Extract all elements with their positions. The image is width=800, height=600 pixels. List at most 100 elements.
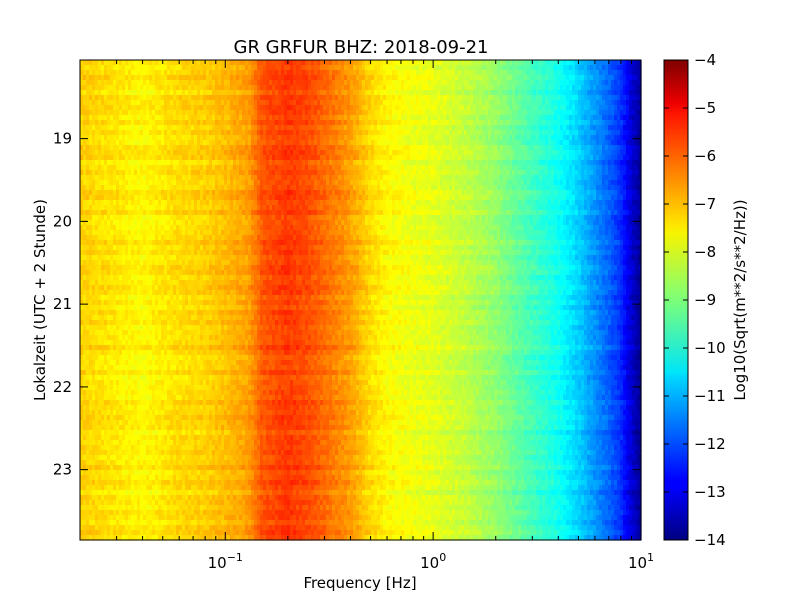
- heatmap-cell: [209, 100, 213, 106]
- heatmap-cell: [320, 65, 324, 71]
- heatmap-cell: [122, 85, 126, 91]
- heatmap-cell: [464, 60, 468, 66]
- heatmap-cell: [305, 95, 309, 101]
- heatmap-cell: [170, 80, 174, 86]
- heatmap-cell: [149, 90, 153, 96]
- heatmap-cell: [449, 115, 453, 121]
- heatmap-cell: [566, 95, 570, 101]
- heatmap-cell: [290, 85, 294, 91]
- heatmap-cell: [257, 120, 261, 126]
- heatmap-cell: [131, 95, 135, 101]
- heatmap-cell: [452, 70, 456, 76]
- heatmap-cell: [179, 125, 183, 131]
- heatmap-cell: [569, 100, 573, 106]
- heatmap-cell: [500, 65, 504, 71]
- heatmap-cell: [308, 100, 312, 106]
- heatmap-cell: [602, 90, 606, 96]
- heatmap-cell: [485, 100, 489, 106]
- heatmap-cell: [605, 90, 609, 96]
- heatmap-cell: [290, 130, 294, 136]
- heatmap-cell: [389, 100, 393, 106]
- heatmap-cell: [605, 85, 609, 91]
- heatmap-cell: [383, 95, 387, 101]
- heatmap-cell: [206, 95, 210, 101]
- heatmap-cell: [302, 90, 306, 96]
- heatmap-cell: [371, 110, 375, 116]
- heatmap-cell: [635, 90, 639, 96]
- heatmap-cell: [191, 70, 195, 76]
- heatmap-cell: [386, 100, 390, 106]
- heatmap-cell: [293, 75, 297, 81]
- heatmap-cell: [422, 105, 426, 111]
- heatmap-cell: [176, 105, 180, 111]
- heatmap-cell: [467, 85, 471, 91]
- heatmap-cell: [416, 110, 420, 116]
- heatmap-cell: [320, 125, 324, 131]
- heatmap-cell: [410, 90, 414, 96]
- heatmap-cell: [557, 75, 561, 81]
- heatmap-cell: [596, 75, 600, 81]
- heatmap-cell: [86, 90, 90, 96]
- heatmap-cell: [116, 110, 120, 116]
- heatmap-cell: [473, 90, 477, 96]
- heatmap-cell: [443, 70, 447, 76]
- heatmap-cell: [143, 110, 147, 116]
- heatmap-cell: [407, 125, 411, 131]
- heatmap-cell: [527, 85, 531, 91]
- heatmap-cell: [389, 110, 393, 116]
- heatmap-cell: [497, 115, 501, 121]
- heatmap-cell: [428, 70, 432, 76]
- heatmap-cell: [638, 85, 642, 91]
- heatmap-cell: [326, 85, 330, 91]
- heatmap-cell: [167, 100, 171, 106]
- heatmap-cell: [266, 85, 270, 91]
- heatmap-cell: [233, 125, 237, 131]
- heatmap-cell: [473, 70, 477, 76]
- heatmap-cell: [638, 115, 642, 121]
- heatmap-cell: [116, 70, 120, 76]
- heatmap-cell: [416, 120, 420, 126]
- heatmap-cell: [512, 80, 516, 86]
- heatmap-cell: [95, 120, 99, 126]
- heatmap-cell: [554, 65, 558, 71]
- heatmap-cell: [263, 120, 267, 126]
- heatmap-cell: [539, 85, 543, 91]
- heatmap-cell: [329, 95, 333, 101]
- heatmap-cell: [518, 110, 522, 116]
- heatmap-cell: [284, 130, 288, 136]
- heatmap-cell: [245, 100, 249, 106]
- heatmap-cell: [356, 100, 360, 106]
- heatmap-cell: [230, 110, 234, 116]
- heatmap-cell: [332, 110, 336, 116]
- heatmap-cell: [101, 100, 105, 106]
- heatmap-cell: [407, 130, 411, 136]
- heatmap-cell: [254, 75, 258, 81]
- heatmap-cell: [188, 90, 192, 96]
- heatmap-cell: [158, 95, 162, 101]
- heatmap-cell: [587, 90, 591, 96]
- heatmap-cell: [233, 90, 237, 96]
- heatmap-cell: [335, 100, 339, 106]
- heatmap-cell: [218, 65, 222, 71]
- heatmap-cell: [563, 70, 567, 76]
- heatmap-cell: [560, 75, 564, 81]
- heatmap-cell: [446, 100, 450, 106]
- heatmap-cell: [563, 125, 567, 131]
- heatmap-cell: [224, 95, 228, 101]
- heatmap-cell: [527, 70, 531, 76]
- heatmap-cell: [254, 120, 258, 126]
- heatmap-cell: [98, 110, 102, 116]
- heatmap-cell: [533, 80, 537, 86]
- heatmap-cell: [368, 110, 372, 116]
- heatmap-cell: [101, 125, 105, 131]
- heatmap-cell: [98, 60, 102, 66]
- heatmap-cell: [449, 65, 453, 71]
- heatmap-cell: [428, 115, 432, 121]
- heatmap-cell: [413, 90, 417, 96]
- heatmap-cell: [317, 85, 321, 91]
- heatmap-cell: [209, 70, 213, 76]
- heatmap-cell: [596, 125, 600, 131]
- heatmap-cell: [104, 65, 108, 71]
- heatmap-cell: [446, 120, 450, 126]
- heatmap-cell: [353, 100, 357, 106]
